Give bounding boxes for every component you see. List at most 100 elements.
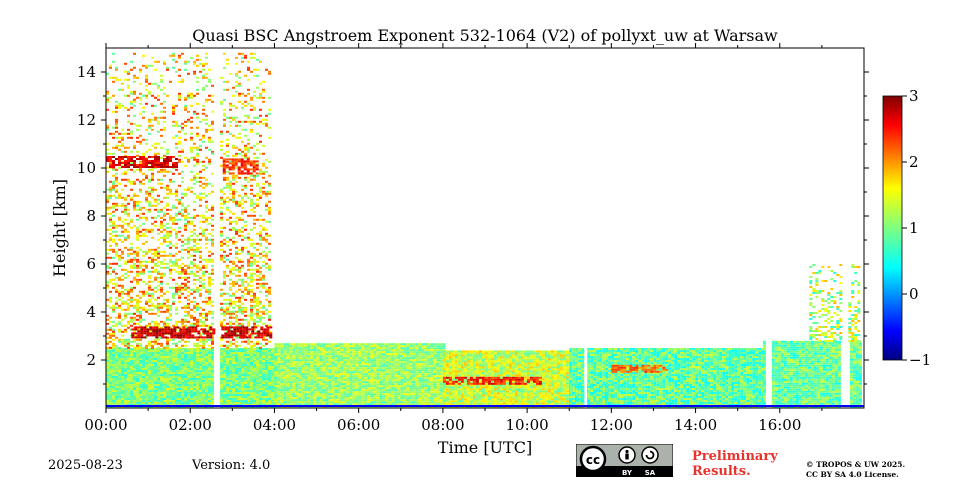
- heat-cell: [229, 348, 232, 350]
- heat-cell: [295, 357, 299, 360]
- heat-cell: [265, 348, 268, 350]
- heat-cell: [526, 398, 530, 401]
- heat-cell: [253, 374, 256, 376]
- heat-cell: [250, 356, 253, 358]
- heat-cell: [370, 353, 374, 356]
- heat-cell: [562, 356, 566, 359]
- heat-cell: [361, 369, 365, 372]
- heat-cell: [172, 394, 175, 396]
- heat-cell: [355, 399, 359, 402]
- heat-cell: [334, 375, 338, 378]
- heat-cell: [328, 377, 332, 380]
- heat-cell: [121, 400, 124, 402]
- heat-cell: [490, 372, 494, 375]
- heat-cell: [181, 398, 184, 400]
- heat-cell: [565, 374, 569, 377]
- heat-cell: [532, 360, 536, 363]
- heat-cell: [529, 374, 533, 377]
- heat-cell: [310, 373, 314, 376]
- heat-cell: [211, 360, 214, 362]
- heat-cell: [397, 403, 401, 406]
- heat-cell: [484, 386, 488, 389]
- heat-cell: [508, 368, 512, 371]
- heat-cell: [202, 362, 205, 364]
- heat-cell: [325, 375, 329, 378]
- heat-cell: [130, 392, 133, 394]
- heat-cell: [391, 397, 395, 400]
- heat-cell: [469, 364, 473, 367]
- heat-cell: [559, 376, 563, 379]
- heat-cell: [367, 375, 371, 378]
- heat-cell: [202, 350, 205, 352]
- heat-cell: [569, 382, 573, 384]
- heat-cell: [247, 354, 250, 356]
- heat-cell: [349, 359, 353, 362]
- heat-cell: [523, 374, 527, 377]
- heat-cell: [259, 374, 262, 376]
- heat-cell: [361, 357, 365, 360]
- heat-cell: [448, 350, 452, 353]
- heat-cell: [211, 362, 214, 364]
- heat-cell: [169, 386, 172, 388]
- heat-cell: [202, 394, 205, 396]
- heat-cell: [277, 385, 281, 388]
- heat-cell: [172, 352, 175, 354]
- heat-cell: [556, 378, 560, 381]
- heat-cell: [529, 362, 533, 365]
- heat-cell: [169, 356, 172, 358]
- heat-cell: [367, 351, 371, 354]
- heat-cell: [418, 399, 422, 402]
- heat-cell: [556, 400, 560, 403]
- heat-cell: [364, 373, 368, 376]
- heat-cell: [268, 374, 271, 376]
- heat-cell: [460, 394, 464, 397]
- heat-cell: [511, 398, 515, 401]
- heat-cell: [337, 373, 341, 376]
- heat-cell: [118, 400, 121, 402]
- heat-cell: [451, 364, 455, 367]
- heat-cell: [274, 381, 278, 384]
- heat-cell: [262, 396, 265, 398]
- heat-cell: [412, 357, 416, 360]
- heat-cell: [268, 398, 271, 400]
- heat-cell: [337, 389, 341, 392]
- heat-cell: [328, 371, 332, 374]
- heat-cell: [220, 380, 223, 382]
- heat-cell: [307, 367, 311, 370]
- heat-cell: [238, 362, 241, 364]
- heat-cell: [274, 351, 278, 354]
- heat-cell: [472, 400, 476, 403]
- heat-cell: [181, 356, 184, 358]
- heat-cell: [427, 393, 431, 396]
- heat-cell: [244, 348, 247, 350]
- heat-cell: [130, 362, 133, 364]
- heat-cell: [448, 398, 452, 401]
- heat-cell: [478, 354, 482, 357]
- heat-cell: [226, 368, 229, 370]
- heat-cell: [328, 359, 332, 362]
- heat-cell: [226, 348, 229, 350]
- heat-cell: [355, 371, 359, 374]
- heat-cell: [388, 349, 392, 352]
- heat-cell: [127, 348, 130, 350]
- heat-cell: [367, 363, 371, 366]
- heat-cell: [283, 369, 287, 372]
- heat-cell: [376, 373, 380, 376]
- heat-cell: [397, 355, 401, 358]
- heat-cell: [526, 372, 530, 375]
- heat-cell: [313, 349, 317, 352]
- heat-cell: [118, 352, 121, 354]
- heat-cell: [157, 368, 160, 370]
- heat-cell: [544, 396, 548, 399]
- heat-cell: [184, 376, 187, 378]
- heat-cell: [349, 365, 353, 368]
- heat-cell: [502, 372, 506, 375]
- heat-cell: [112, 358, 115, 360]
- heat-cell: [115, 402, 118, 404]
- heat-cell: [547, 360, 551, 363]
- heat-cell: [307, 359, 311, 362]
- heat-cell: [547, 380, 551, 383]
- heat-cell: [109, 402, 112, 404]
- heat-cell: [346, 345, 350, 348]
- heat-cell: [457, 354, 461, 357]
